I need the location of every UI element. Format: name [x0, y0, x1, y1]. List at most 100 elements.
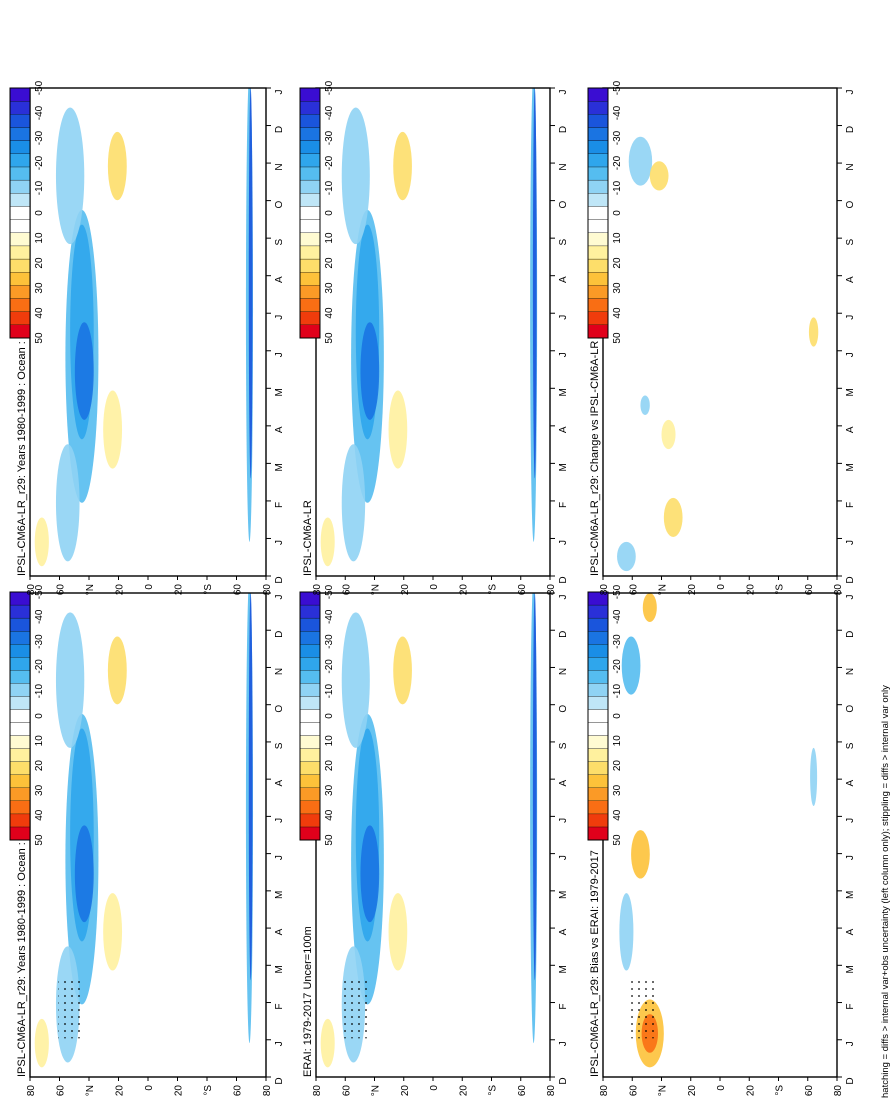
colorbar-label: 50	[612, 332, 623, 344]
panel-row1-right: 80 60 °N 20 0 20 °S 60 80DJFMAMJJASONDJIPSL-CM6A…	[9, 80, 285, 596]
colorbar-swatch	[587, 670, 609, 684]
colorbar-swatch	[9, 657, 31, 671]
month-tick-label: N	[274, 668, 285, 675]
field-contour	[628, 136, 653, 186]
colorbar-swatch	[587, 748, 609, 762]
stippling	[344, 980, 368, 1039]
colorbar-swatch	[9, 722, 31, 736]
colorbar-label: 10	[34, 735, 45, 747]
colorbar-swatch	[587, 800, 609, 815]
month-tick-label: A	[274, 779, 285, 786]
lat-tick-label: 60	[517, 584, 528, 596]
field-contour	[74, 825, 94, 923]
lat-tick-label: 60	[341, 1085, 352, 1097]
colorbar-label: -10	[324, 180, 335, 195]
colorbar-swatch	[9, 683, 31, 697]
colorbar-label: 10	[34, 232, 45, 244]
colorbar-swatch	[587, 604, 609, 619]
lat-tick-label: 20	[115, 584, 126, 596]
field-contour	[642, 593, 657, 623]
month-tick-label: J	[274, 315, 285, 320]
colorbar-swatch	[9, 617, 31, 632]
lat-tick-label: 60	[804, 584, 815, 596]
month-tick-label: M	[845, 891, 856, 899]
field-contour	[621, 636, 641, 695]
colorbar-label: -50	[324, 584, 335, 599]
month-tick-label: M	[558, 965, 569, 973]
month-tick-label: S	[558, 238, 569, 245]
colorbar-swatch	[299, 114, 321, 128]
month-tick-label: N	[845, 668, 856, 675]
colorbar-label: 20	[324, 257, 335, 269]
colorbar-swatch	[299, 245, 321, 260]
month-tick-label: D	[558, 126, 569, 133]
colorbar-swatch	[299, 127, 321, 141]
colorbar-swatch	[299, 153, 321, 168]
colorbar-label: -20	[612, 659, 623, 674]
colorbar-label: -10	[34, 180, 45, 195]
colorbar-swatch	[9, 324, 31, 339]
colorbar-label: -40	[324, 609, 335, 624]
month-tick-label: M	[845, 965, 856, 973]
colorbar-swatch	[587, 101, 609, 115]
colorbar-label: 40	[34, 307, 45, 319]
colorbar-label: 20	[34, 257, 45, 269]
field-contour	[341, 444, 366, 562]
field-contour	[107, 636, 127, 705]
lat-tick-label: °N	[85, 1085, 96, 1096]
month-tick-label: D	[845, 576, 856, 583]
lat-tick-label: °S	[775, 1085, 786, 1096]
month-tick-label: J	[558, 1041, 569, 1046]
lat-tick-label: 20	[458, 1085, 469, 1097]
colorbar-swatch	[299, 683, 321, 697]
colorbar-swatch	[587, 153, 609, 168]
colorbar-swatch	[587, 272, 609, 286]
colorbar-label: 20	[612, 760, 623, 772]
month-tick-label: A	[558, 276, 569, 283]
month-tick-label: O	[274, 705, 285, 713]
month-tick-label: D	[558, 576, 569, 583]
colorbar-label: 10	[324, 232, 335, 244]
month-tick-label: J	[845, 855, 856, 860]
panel-title: IPSL-CM6A-LR_r29: Change vs IPSL-CM6A-LR	[589, 341, 601, 576]
field-contour	[388, 893, 408, 971]
month-tick-label: O	[558, 705, 569, 713]
month-tick-label: D	[558, 631, 569, 638]
colorbar-label: -40	[612, 609, 623, 624]
month-tick-label: A	[274, 276, 285, 283]
field-contour	[248, 88, 253, 479]
colorbar-label: 40	[612, 809, 623, 821]
colorbar-swatch	[299, 285, 321, 299]
panel-title: IPSL-CM6A-LR_r29: Bias vs ERAI: 1979-201…	[589, 850, 601, 1077]
month-tick-label: N	[558, 163, 569, 170]
month-tick-label: J	[845, 1041, 856, 1046]
lat-tick-label: 80	[26, 1085, 37, 1097]
field-contour	[34, 517, 49, 567]
colorbar-label: 0	[34, 713, 45, 719]
colorbar-label: 20	[324, 760, 335, 772]
month-tick-label: J	[274, 818, 285, 823]
colorbar-label: -40	[34, 609, 45, 624]
panel-row2-right: 80 60 °N 20 0 20 °S 60 80DJFMAMJJASONDJIPSL-CM6A…	[299, 80, 569, 596]
colorbar-swatch	[9, 179, 31, 194]
footer-note: hatching = diffs > internal var+obs unce…	[880, 685, 891, 1098]
month-tick-label: A	[845, 928, 856, 935]
colorbar-swatch	[299, 193, 321, 207]
colorbar-swatch	[299, 232, 321, 247]
colorbar-swatch	[299, 735, 321, 749]
field-contour	[55, 444, 80, 562]
colorbar-label: 40	[324, 307, 335, 319]
colorbar-label: 40	[324, 809, 335, 821]
month-tick-label: J	[558, 90, 569, 95]
colorbar-label: -20	[612, 155, 623, 170]
colorbar-label: 40	[612, 307, 623, 319]
field-contour	[640, 395, 650, 415]
month-tick-label: J	[845, 352, 856, 357]
colorbar-swatch	[587, 709, 609, 723]
lat-tick-label: 80	[262, 584, 273, 596]
colorbar-label: 10	[612, 735, 623, 747]
month-tick-label: O	[845, 201, 856, 209]
lat-tick-label: 60	[341, 584, 352, 596]
month-tick-label: M	[558, 891, 569, 899]
colorbar-swatch	[299, 272, 321, 286]
